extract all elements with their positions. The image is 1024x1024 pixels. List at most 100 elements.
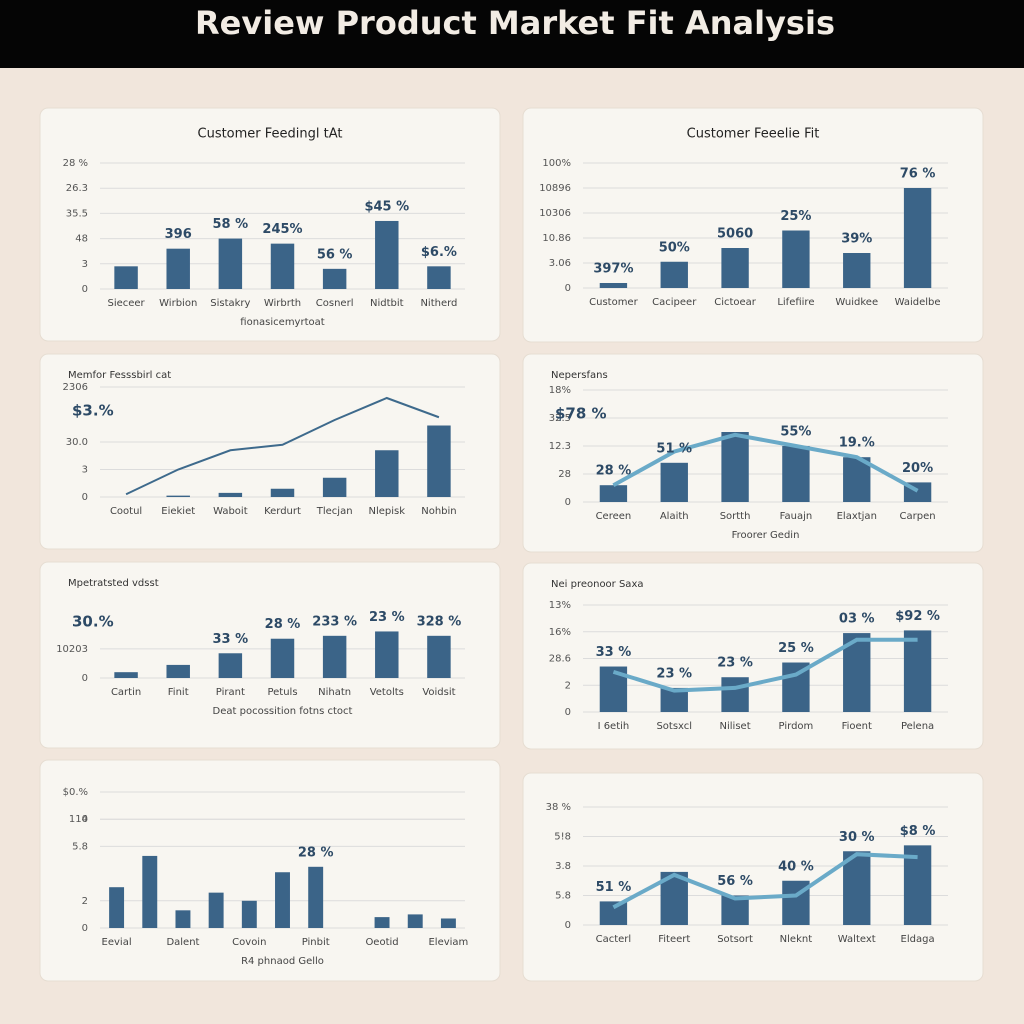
x-tick-label: Wirbion [159,298,197,309]
y-tick-label: 38 % [546,802,571,813]
annotation: 245% [262,222,302,237]
y-tick-label: 26.3 [66,183,88,194]
x-tick-label: Pirdom [779,721,814,732]
chart-title: Mpetratsted vdsst [68,578,159,589]
y-tick-label: 30.0 [66,437,88,448]
bar [427,266,451,289]
chart-title: Customer Feedingl tAt [198,127,343,142]
annotation: 56 % [717,874,753,889]
annotation: 25 % [778,641,814,656]
chart-title: Customer Feeelie Fit [687,127,820,142]
bar [241,900,257,928]
x-tick-label: Cosnerl [316,298,354,309]
header-bar [0,0,1024,68]
annotation: 28 % [265,617,301,632]
annotation: $6.% [421,245,457,260]
x-axis-label: R4 phnaod Gello [241,956,324,967]
x-tick-label: Eevial [102,937,132,948]
x-tick-label: Oeotid [365,937,398,948]
y-tick-label: 10896 [539,183,571,194]
annotation: 28 % [596,464,632,479]
bar [599,283,628,288]
line [612,432,919,493]
bar [782,446,810,502]
y-tick-label: 0 [565,707,571,718]
bar [166,248,190,289]
y-tick-label: 0 [565,283,571,294]
x-tick-label: Sistakry [210,298,250,309]
bar [275,872,290,928]
page-title: Review Product Market Fit Analysis [195,4,835,42]
bar [903,630,932,712]
annotation: 30 % [839,830,875,845]
x-tick-label: Wuidkee [835,297,878,308]
bar [114,672,138,678]
card [39,561,501,749]
x-tick-label: Eldaga [901,934,935,945]
annotation: 76 % [900,167,936,182]
x-tick-label: Nohbin [421,506,456,517]
annotation: 28 % [298,845,334,860]
x-tick-label: Cacterl [596,934,632,945]
annotation: 33 % [596,645,632,660]
y-tick-label: 2 [82,896,88,907]
bar [660,462,688,502]
x-axis-label: Froorer Gedin [732,530,800,541]
note: $3.% [72,402,114,420]
x-tick-label: Sieceer [107,298,145,309]
y-tick-label: 10.86 [542,233,571,244]
x-tick-label: Eiekiet [161,506,195,517]
annotation: 233 % [312,614,357,629]
bar [599,901,628,925]
x-tick-label: Fauajn [780,511,813,522]
y-tick-label: 35.5 [66,208,88,219]
annotation: 51 % [656,441,692,456]
x-axis-label: Deat pocossition fotns ctoct [213,706,353,717]
x-tick-label: Waltext [838,934,876,945]
x-tick-label: Pelena [901,721,934,732]
x-tick-label: Fioent [842,721,872,732]
bar [218,492,243,497]
y-tick-label: 0 [82,923,88,934]
y-tick-label: 12.3 [549,441,571,452]
annotation: 20% [902,461,933,476]
x-tick-label: Pinbit [302,937,330,948]
annotation: 19.% [839,436,875,451]
bar [114,266,138,289]
x-tick-label: Eleviam [428,937,468,948]
bar [721,248,749,288]
x-tick-label: Cootul [110,506,142,517]
y-tick-label: 3.8 [555,861,571,872]
annotation: 396 [165,227,192,242]
y-tick-label: 18% [549,385,571,396]
x-tick-label: Nitherd [420,298,457,309]
x-tick-label: Cartin [111,687,141,698]
x-tick-label: Vetolts [370,687,404,698]
y-tick-label: 5.8 [555,891,571,902]
y-tick-label: 32.5 [549,413,571,424]
bar [322,268,347,289]
x-tick-label: Carpen [900,511,936,522]
bar [660,261,688,288]
x-tick-label: Lifefiire [777,297,814,308]
y-tick-label: 28 % [63,158,88,169]
x-tick-label: Cereen [596,511,632,522]
y-tick-label: 5.8 [72,841,88,852]
y-tick-label: 4 [82,814,88,825]
x-tick-label: Tlecjan [316,506,353,517]
y-tick-label: 0 [82,284,88,295]
bar [375,450,399,497]
y-tick-label: 16% [549,627,571,638]
annotation: 58 % [213,217,249,232]
line [125,396,440,496]
x-tick-label: Nihatn [318,687,351,698]
bar [166,495,190,497]
annotation: 50% [659,240,690,255]
note: $78 % [555,405,607,423]
bar [407,914,423,928]
x-tick-label: Sotsort [717,934,753,945]
bar [208,892,224,928]
x-tick-label: Cacipeer [652,297,697,308]
bar [270,243,295,289]
